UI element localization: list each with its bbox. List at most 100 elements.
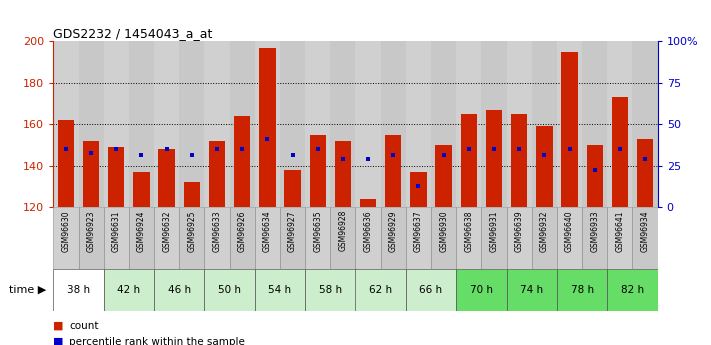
Bar: [53, 269, 104, 310]
Bar: [607, 41, 633, 207]
Bar: [53, 207, 78, 269]
Bar: [260, 48, 276, 207]
Bar: [410, 172, 427, 207]
Text: 62 h: 62 h: [369, 285, 392, 295]
Bar: [456, 41, 481, 207]
Bar: [380, 207, 406, 269]
Bar: [83, 141, 100, 207]
Text: GSM96636: GSM96636: [363, 210, 373, 252]
Bar: [360, 199, 376, 207]
Text: GSM96925: GSM96925: [187, 210, 196, 252]
Text: 42 h: 42 h: [117, 285, 141, 295]
Text: 54 h: 54 h: [268, 285, 292, 295]
Text: 38 h: 38 h: [67, 285, 90, 295]
Bar: [406, 207, 431, 269]
Bar: [406, 269, 456, 310]
Bar: [611, 97, 628, 207]
Bar: [532, 207, 557, 269]
Bar: [582, 207, 607, 269]
Bar: [255, 41, 280, 207]
Bar: [633, 41, 658, 207]
Bar: [356, 269, 406, 310]
Bar: [331, 41, 356, 207]
Bar: [159, 149, 175, 207]
Bar: [431, 41, 456, 207]
Bar: [104, 41, 129, 207]
Bar: [331, 207, 356, 269]
Bar: [637, 139, 653, 207]
Bar: [154, 41, 179, 207]
Bar: [607, 207, 633, 269]
Text: GSM96632: GSM96632: [162, 210, 171, 252]
Bar: [108, 147, 124, 207]
Text: GSM96641: GSM96641: [616, 210, 624, 252]
Bar: [179, 207, 205, 269]
Bar: [481, 207, 506, 269]
Bar: [104, 207, 129, 269]
Text: GSM96932: GSM96932: [540, 210, 549, 252]
Bar: [506, 269, 557, 310]
Text: GSM96927: GSM96927: [288, 210, 297, 252]
Bar: [486, 110, 502, 207]
Bar: [633, 207, 658, 269]
Bar: [104, 269, 154, 310]
Bar: [406, 41, 431, 207]
Text: GSM96638: GSM96638: [464, 210, 474, 252]
Bar: [255, 207, 280, 269]
Bar: [129, 41, 154, 207]
Bar: [133, 172, 149, 207]
Bar: [305, 269, 356, 310]
Text: 78 h: 78 h: [570, 285, 594, 295]
Text: GSM96630: GSM96630: [61, 210, 70, 252]
Bar: [280, 207, 305, 269]
Bar: [456, 269, 506, 310]
Text: 58 h: 58 h: [319, 285, 342, 295]
Bar: [305, 41, 331, 207]
Bar: [536, 126, 552, 207]
Bar: [435, 145, 451, 207]
Text: GSM96933: GSM96933: [590, 210, 599, 252]
Text: GSM96926: GSM96926: [237, 210, 247, 252]
Bar: [234, 116, 250, 207]
Bar: [154, 269, 205, 310]
Bar: [456, 207, 481, 269]
Bar: [587, 145, 603, 207]
Text: 46 h: 46 h: [168, 285, 191, 295]
Bar: [506, 41, 532, 207]
Text: GSM96633: GSM96633: [213, 210, 222, 252]
Text: GSM96635: GSM96635: [314, 210, 322, 252]
Bar: [58, 120, 74, 207]
Text: GSM96934: GSM96934: [641, 210, 650, 252]
Text: ■: ■: [53, 321, 64, 331]
Text: GSM96640: GSM96640: [565, 210, 574, 252]
Bar: [230, 41, 255, 207]
Text: 70 h: 70 h: [470, 285, 493, 295]
Bar: [385, 135, 402, 207]
Text: time ▶: time ▶: [9, 285, 46, 295]
Text: GSM96930: GSM96930: [439, 210, 448, 252]
Bar: [506, 207, 532, 269]
Bar: [284, 170, 301, 207]
Bar: [183, 182, 200, 207]
Text: GSM96637: GSM96637: [414, 210, 423, 252]
Bar: [255, 269, 305, 310]
Bar: [129, 207, 154, 269]
Bar: [209, 141, 225, 207]
Text: count: count: [69, 321, 98, 331]
Bar: [205, 41, 230, 207]
Bar: [557, 207, 582, 269]
Text: GSM96931: GSM96931: [489, 210, 498, 252]
Text: ■: ■: [53, 337, 64, 345]
Bar: [305, 207, 331, 269]
Bar: [179, 41, 205, 207]
Bar: [309, 135, 326, 207]
Bar: [431, 207, 456, 269]
Bar: [205, 207, 230, 269]
Bar: [230, 207, 255, 269]
Text: GSM96928: GSM96928: [338, 210, 348, 252]
Bar: [78, 207, 104, 269]
Bar: [205, 269, 255, 310]
Bar: [557, 41, 582, 207]
Text: GSM96929: GSM96929: [389, 210, 397, 252]
Bar: [154, 207, 179, 269]
